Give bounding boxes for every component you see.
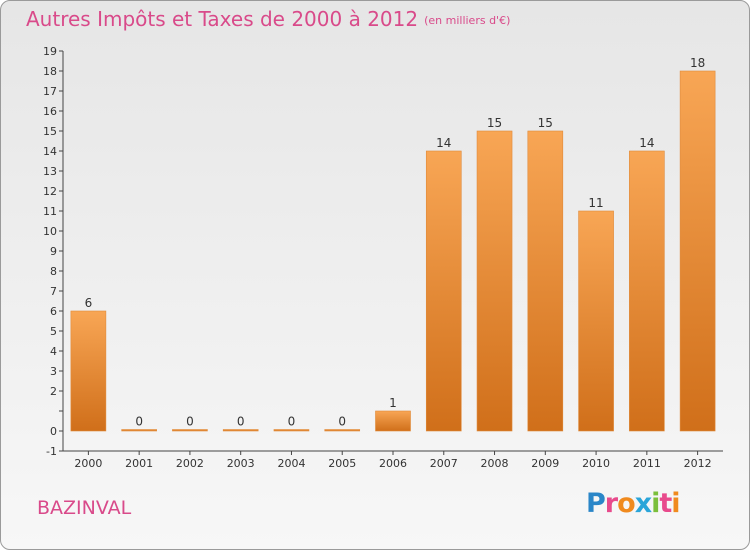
x-tick-label-2010: 2010	[582, 457, 610, 470]
y-tick-label: 7	[50, 285, 57, 298]
logo-letter: P	[586, 488, 606, 519]
x-tick-label-2001: 2001	[125, 457, 153, 470]
data-label-2005: 0	[338, 415, 346, 429]
chart-subtitle: (en milliers d'€)	[424, 14, 511, 27]
y-tick-label: 2	[50, 385, 57, 398]
y-tick-label: 14	[43, 145, 57, 158]
data-label-2011: 14	[639, 136, 654, 150]
x-tick-label-2011: 2011	[633, 457, 661, 470]
x-tick-label-2004: 2004	[277, 457, 305, 470]
y-tick-label: 16	[43, 105, 57, 118]
x-tick-label-2007: 2007	[430, 457, 458, 470]
commune-name: BAZINVAL	[37, 497, 132, 519]
data-label-2000: 6	[85, 296, 93, 310]
bar-2009	[527, 130, 564, 432]
data-label-2003: 0	[237, 415, 245, 429]
x-tick-label-2009: 2009	[531, 457, 559, 470]
x-tick-label-2003: 2003	[227, 457, 255, 470]
data-label-2010: 11	[588, 196, 603, 210]
x-tick-label-2000: 2000	[74, 457, 102, 470]
y-tick-label: 9	[50, 245, 57, 258]
x-tick-label-2002: 2002	[176, 457, 204, 470]
data-labels: 6 0 0 0 0 0 1 14 15 15 11 14 18	[85, 56, 706, 429]
y-tick-label: 0	[50, 425, 57, 438]
logo-letter: t	[659, 488, 672, 519]
x-tick-label-2012: 2012	[684, 457, 712, 470]
logo-letter: x	[634, 488, 652, 519]
bar-2006	[375, 410, 411, 432]
bars	[70, 70, 716, 432]
y-tick-label: 10	[43, 225, 57, 238]
x-tick-label-2008: 2008	[481, 457, 509, 470]
y-tick-label: 3	[50, 365, 57, 378]
y-tick-label: 4	[50, 345, 57, 358]
chart-title-text: Autres Impôts et Taxes de 2000 à 2012	[26, 7, 419, 31]
y-tick-label: 18	[43, 65, 57, 78]
bar-2003	[222, 429, 259, 432]
bar-2007	[425, 150, 462, 432]
y-tick-label: 13	[43, 165, 57, 178]
logo-letter: o	[617, 488, 636, 519]
logo-letter: r	[604, 488, 618, 519]
y-tick-label: 12	[43, 185, 57, 198]
logo-letter: i	[671, 488, 680, 519]
data-label-2009: 15	[538, 116, 553, 130]
chart-title: Autres Impôts et Taxes de 2000 à 2012 (en…	[26, 7, 510, 31]
bar-2001	[121, 429, 157, 432]
y-tick-label: 8	[50, 265, 57, 278]
data-label-2008: 15	[487, 116, 502, 130]
data-label-2007: 14	[436, 136, 451, 150]
bar-2004	[273, 429, 310, 432]
y-tick-label: 19	[43, 45, 57, 58]
y-tick-label: -1	[46, 445, 57, 458]
data-label-2006: 1	[389, 396, 397, 410]
data-label-2012: 18	[690, 56, 705, 70]
y-tick-label: 15	[43, 125, 57, 138]
x-tick-label-2006: 2006	[379, 457, 407, 470]
data-label-2002: 0	[186, 415, 194, 429]
bar-2005	[324, 429, 361, 432]
bar-2012	[679, 70, 716, 432]
bar-2002	[172, 429, 208, 432]
y-tick-label: 6	[50, 305, 57, 318]
data-label-2004: 0	[288, 415, 296, 429]
bar-2010	[578, 210, 614, 432]
bar-2000	[70, 310, 107, 432]
y-tick-label: 17	[43, 85, 57, 98]
bar-2011	[629, 150, 665, 432]
y-tick-label: 11	[43, 205, 57, 218]
bar-2008	[476, 130, 513, 432]
y-tick-label: 5	[50, 325, 57, 338]
proxiti-logo: Proxiti	[586, 488, 681, 519]
logo-letter: i	[651, 488, 660, 519]
data-label-2001: 0	[135, 415, 143, 429]
x-tick-label-2005: 2005	[328, 457, 356, 470]
